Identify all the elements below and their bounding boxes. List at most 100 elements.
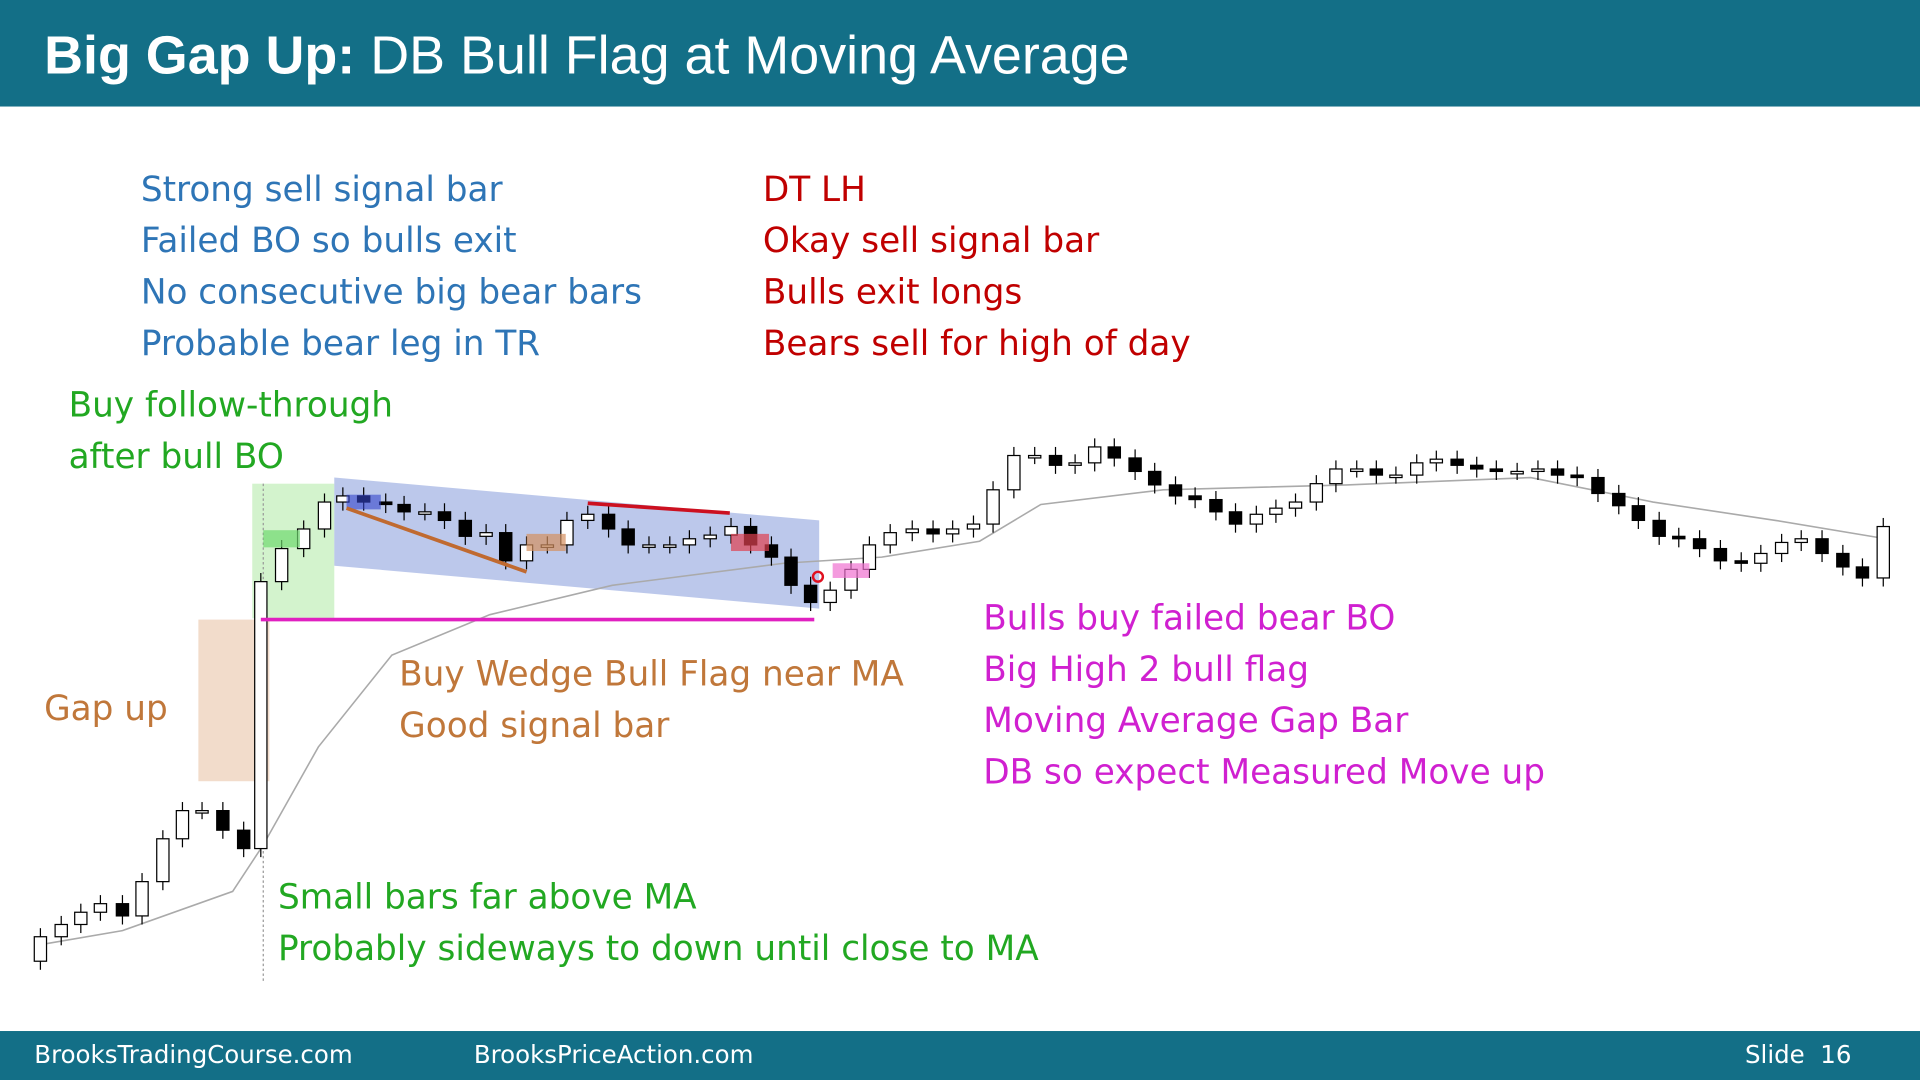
- candle-body: [216, 810, 230, 831]
- candle-body: [1876, 525, 1890, 579]
- candle-body: [1591, 476, 1605, 495]
- note-brown: Good signal bar: [399, 706, 670, 746]
- candle-body: [1855, 566, 1870, 579]
- candle-body: [663, 544, 677, 548]
- candle-body: [1209, 498, 1223, 513]
- candle-body: [1631, 505, 1646, 522]
- note-green-top: Buy follow-through: [69, 385, 393, 425]
- candle-body: [724, 525, 738, 536]
- signal-marker: [811, 570, 825, 583]
- candle-body: [254, 581, 268, 850]
- candle-body: [317, 501, 332, 530]
- candle-body: [1007, 454, 1021, 491]
- highlight-blue: [346, 494, 381, 510]
- highlight-pink: [832, 563, 870, 578]
- notes: Strong sell signal bar Failed BO so bulls…: [44, 170, 1545, 969]
- note-red: DT LH: [763, 170, 866, 210]
- candle-body: [1652, 519, 1666, 537]
- candle-body: [784, 556, 798, 586]
- candle-body: [1489, 468, 1504, 473]
- candle-body: [1309, 483, 1324, 503]
- candle-body: [1269, 507, 1283, 515]
- candle-body: [1369, 468, 1384, 476]
- candle-body: [1147, 470, 1162, 486]
- candle-body: [905, 528, 919, 534]
- title-rest: DB Bull Flag at Moving Average: [355, 25, 1129, 85]
- note-blue: Failed BO so bulls exit: [141, 221, 517, 261]
- footer-left: BrooksTradingCourse.com: [34, 1040, 352, 1069]
- candle-body: [54, 923, 68, 938]
- candle-body: [498, 532, 513, 562]
- note-magenta: Moving Average Gap Bar: [983, 701, 1409, 741]
- candle-body: [986, 489, 1000, 525]
- candle-body: [458, 519, 473, 537]
- candle-body: [1815, 538, 1829, 555]
- note-blue: Strong sell signal bar: [141, 170, 504, 210]
- note-green-top: after bull BO: [69, 437, 284, 477]
- candle-body: [1087, 446, 1102, 464]
- candle-body: [1168, 484, 1183, 497]
- candle-body: [621, 528, 635, 546]
- note-blue: Probable bear leg in TR: [141, 324, 540, 364]
- overlays: [260, 494, 870, 622]
- note-red: Bulls exit longs: [763, 273, 1022, 313]
- candle-body: [1048, 454, 1063, 466]
- candle-body: [274, 547, 289, 583]
- note-magenta: Bulls buy failed bear BO: [983, 598, 1395, 638]
- note-magenta: Big High 2 bull flag: [983, 650, 1309, 690]
- note-magenta: DB so expect Measured Move up: [983, 753, 1545, 793]
- candle-body: [74, 911, 88, 926]
- candle-body: [1550, 468, 1565, 476]
- note-gap: Gap up: [44, 689, 168, 729]
- candle-body: [1288, 501, 1303, 509]
- candle-body: [1107, 446, 1122, 459]
- highlight-red: [731, 533, 769, 552]
- title: Big Gap Up: DB Bull Flag at Moving Avera…: [44, 25, 1130, 85]
- candle-body: [1429, 458, 1444, 464]
- candle-body: [437, 511, 452, 522]
- note-green-bottom: Small bars far above MA: [278, 878, 697, 918]
- candle-body: [1531, 468, 1545, 473]
- footer-slide: Slide 16: [1745, 1040, 1851, 1069]
- candle-body: [1570, 474, 1584, 479]
- wedge-line: [345, 506, 528, 574]
- highlight-brown: [526, 533, 566, 552]
- candle-body: [1410, 462, 1424, 476]
- candle-body: [33, 936, 48, 962]
- candle-body: [1612, 492, 1626, 507]
- candle-body: [135, 881, 149, 917]
- candle-body: [1734, 560, 1748, 564]
- candle-body: [236, 829, 251, 850]
- candle-body: [115, 903, 130, 917]
- candle-body: [195, 810, 209, 814]
- candle-body: [682, 538, 697, 546]
- candle-body: [1672, 535, 1686, 540]
- candle-body: [175, 810, 190, 840]
- highlight-green: [263, 530, 300, 548]
- footer-middle: BrooksPriceAction.com: [474, 1040, 754, 1069]
- candle-body: [945, 528, 960, 535]
- candle-body: [642, 544, 656, 548]
- candle-body: [1510, 470, 1524, 475]
- candle-body: [1713, 547, 1728, 562]
- candle-body: [93, 903, 108, 913]
- candle-body: [926, 528, 940, 535]
- title-bold: Big Gap Up:: [44, 25, 355, 85]
- candle-body: [479, 532, 493, 537]
- note-brown: Buy Wedge Bull Flag near MA: [399, 655, 904, 695]
- candle-body: [397, 503, 411, 513]
- candle-body: [1329, 468, 1343, 485]
- candle-body: [1068, 462, 1082, 466]
- candle-body: [601, 513, 616, 530]
- candle-body: [1389, 474, 1403, 479]
- candle-body: [966, 523, 981, 530]
- candle-body: [1027, 454, 1042, 459]
- note-green-bottom: Probably sideways to down until close to…: [278, 929, 1039, 969]
- note-red: Bears sell for high of day: [763, 324, 1191, 364]
- candle-body: [1188, 495, 1202, 501]
- candle-body: [1692, 538, 1707, 550]
- candle-body: [803, 584, 818, 604]
- candle-body: [703, 534, 717, 540]
- candle-body: [156, 838, 170, 883]
